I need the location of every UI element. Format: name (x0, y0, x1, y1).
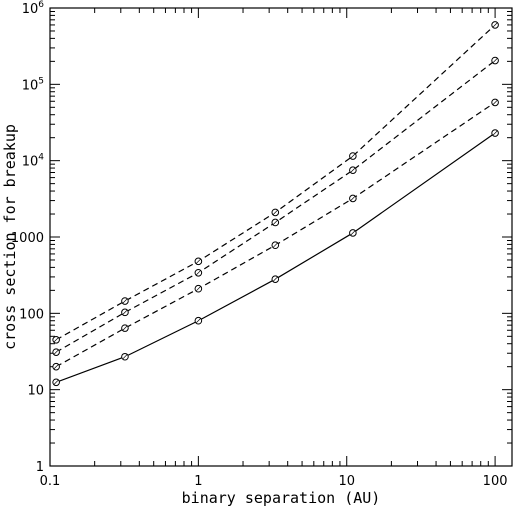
data-point-mark (350, 167, 356, 173)
y-tick-label: 104 (22, 153, 45, 170)
data-point-mark (492, 99, 498, 105)
data-point-mark (122, 325, 128, 331)
y-tick-label: 1000 (11, 231, 44, 246)
x-tick-label: 100 (483, 474, 508, 489)
y-tick-label: 10 (27, 384, 44, 399)
data-point-mark (195, 258, 201, 264)
data-point-mark (492, 22, 498, 28)
data-point-mark (350, 195, 356, 201)
y-tick-label: 1 (36, 460, 44, 475)
data-point-mark (272, 209, 278, 215)
data-point-mark (492, 130, 498, 136)
series-line-1 (55, 24, 496, 341)
data-point-mark (53, 337, 59, 343)
data-point-mark (122, 298, 128, 304)
y-tick-label: 106 (22, 0, 45, 17)
data-point-mark (53, 379, 59, 385)
x-axis-label: binary separation (AU) (182, 489, 381, 507)
y-tick-label: 105 (22, 76, 44, 93)
series-line-3 (55, 101, 496, 368)
data-point-mark (350, 153, 356, 159)
data-point-mark (53, 349, 59, 355)
series-line-4 (55, 132, 496, 383)
x-tick-label: 1 (194, 474, 202, 489)
data-point-mark (195, 270, 201, 276)
data-point-mark (272, 276, 278, 282)
series-layer (52, 21, 499, 387)
data-point-mark (195, 286, 201, 292)
x-tick-label: 10 (338, 474, 355, 489)
data-point-mark (350, 230, 356, 236)
data-point-mark (272, 220, 278, 225)
data-point-mark (272, 242, 278, 248)
x-tick-label: 0.1 (40, 474, 61, 489)
data-point-mark (195, 318, 201, 324)
data-point-mark (122, 309, 128, 315)
y-tick-label: 100 (19, 307, 44, 322)
y-axis-label: cross section for breakup (1, 124, 19, 350)
data-point-mark (492, 58, 498, 63)
plot-frame (49, 7, 513, 467)
series-line-2 (55, 60, 496, 353)
data-point-mark (53, 364, 59, 370)
data-point-mark (122, 354, 128, 360)
